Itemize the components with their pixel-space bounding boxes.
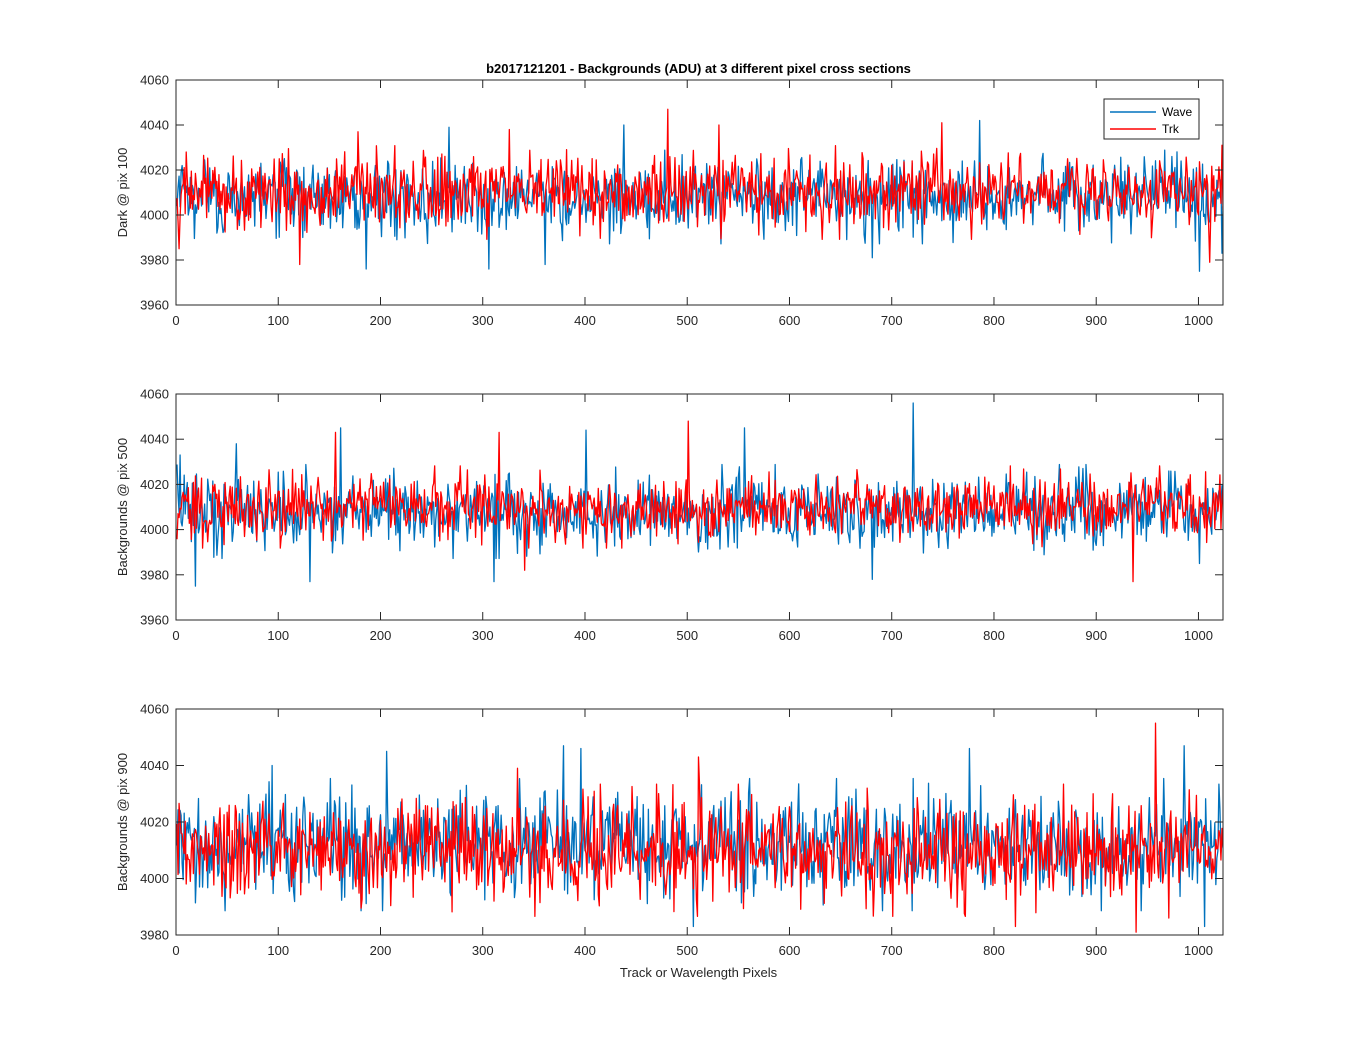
x-tick-label: 700 — [881, 628, 903, 643]
x-tick-label: 1000 — [1184, 313, 1213, 328]
x-tick-label: 500 — [676, 943, 698, 958]
x-tick-label: 800 — [983, 628, 1005, 643]
x-tick-label: 700 — [881, 943, 903, 958]
x-tick-label: 100 — [267, 943, 289, 958]
legend-box — [1103, 98, 1200, 140]
y-tick-label: 4060 — [140, 387, 169, 402]
x-tick-label: 300 — [472, 628, 494, 643]
x-tick-label: 500 — [676, 628, 698, 643]
y-tick-label: 4040 — [140, 758, 169, 773]
x-tick-label: 0 — [172, 628, 179, 643]
x-tick-label: 400 — [574, 313, 596, 328]
y-tick-label: 4000 — [140, 871, 169, 886]
x-tick-label: 300 — [472, 313, 494, 328]
legend-wave-label: Wave — [1162, 105, 1193, 119]
x-tick-label: 200 — [370, 313, 392, 328]
x-tick-label: 0 — [172, 313, 179, 328]
y-tick-label: 4060 — [140, 73, 169, 88]
y-tick-label: 3980 — [140, 567, 169, 582]
y-tick-label: 3960 — [140, 613, 169, 628]
figure-title: b2017121201 - Backgrounds (ADU) at 3 dif… — [486, 61, 911, 76]
x-axis-label: Track or Wavelength Pixels — [620, 965, 778, 980]
y-tick-label: 4060 — [140, 702, 169, 717]
axes-frame — [175, 79, 1224, 306]
x-tick-label: 100 — [267, 628, 289, 643]
legend-trk-label: Trk — [1162, 122, 1180, 136]
y-tick-label: 4000 — [140, 522, 169, 537]
y-axis-label: Dark @ pix 100 — [115, 148, 130, 238]
y-tick-label: 3980 — [140, 928, 169, 943]
y-tick-label: 4000 — [140, 208, 169, 223]
legend: Wave Trk — [1103, 98, 1200, 140]
subplot-backgrounds-pix-500: 0 100 200 300 400 500 600 700 800 900 1000 3960 3980… — [115, 387, 1224, 643]
x-tick-label: 500 — [676, 313, 698, 328]
x-tick-label: 900 — [1085, 943, 1107, 958]
y-tick-label: 4020 — [140, 477, 169, 492]
x-tick-label: 100 — [267, 313, 289, 328]
x-tick-label: 600 — [779, 313, 801, 328]
subplot-dark-pix-100: 0 100 200 300 400 500 600 700 800 900 1000 3960 3980… — [115, 73, 1224, 328]
x-tick-label: 900 — [1085, 313, 1107, 328]
subplot-backgrounds-pix-900: 0 100 200 300 400 500 600 700 800 900 1000 3980 4000… — [115, 702, 1224, 958]
x-tick-label: 900 — [1085, 628, 1107, 643]
x-tick-label: 400 — [574, 943, 596, 958]
x-tick-label: 1000 — [1184, 943, 1213, 958]
x-tick-label: 400 — [574, 628, 596, 643]
series-line-trk — [176, 722, 1223, 933]
x-tick-label: 600 — [779, 943, 801, 958]
y-tick-label: 3980 — [140, 253, 169, 268]
series-line-trk — [176, 108, 1223, 266]
y-axis-label: Backgrounds @ pix 900 — [115, 753, 130, 891]
x-tick-label: 1000 — [1184, 628, 1213, 643]
axes-frame — [175, 393, 1224, 621]
y-tick-label: 4040 — [140, 432, 169, 447]
x-tick-label: 600 — [779, 628, 801, 643]
y-tick-label: 4040 — [140, 118, 169, 133]
x-tick-label: 800 — [983, 943, 1005, 958]
x-tick-label: 200 — [370, 943, 392, 958]
x-tick-label: 0 — [172, 943, 179, 958]
x-tick-label: 800 — [983, 313, 1005, 328]
y-tick-label: 4020 — [140, 815, 169, 830]
x-tick-label: 200 — [370, 628, 392, 643]
y-tick-label: 4020 — [140, 163, 169, 178]
plot-area — [176, 709, 1223, 935]
x-tick-label: 300 — [472, 943, 494, 958]
y-axis-label: Backgrounds @ pix 500 — [115, 438, 130, 576]
y-tick-label: 3960 — [140, 298, 169, 313]
series-line-trk — [176, 420, 1223, 583]
x-tick-label: 700 — [881, 313, 903, 328]
